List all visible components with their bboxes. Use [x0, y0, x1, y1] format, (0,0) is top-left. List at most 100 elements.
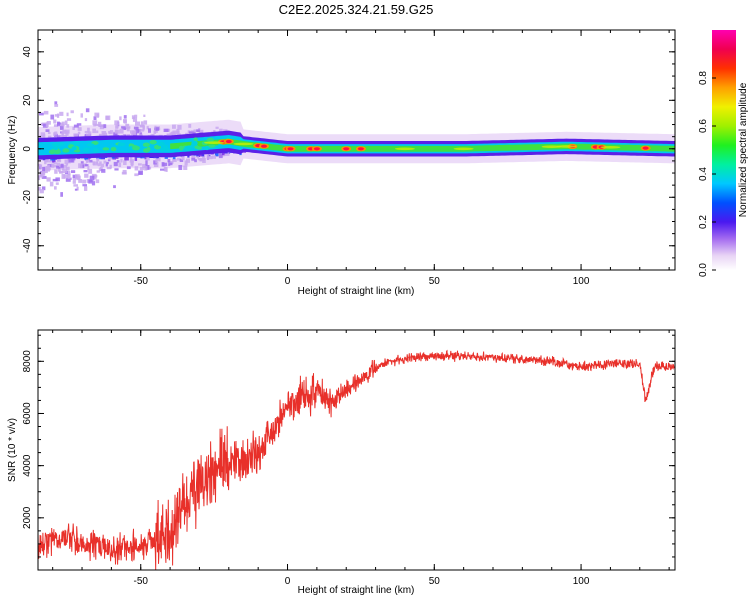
spectrogram-cell	[58, 122, 64, 126]
spectrogram-cell	[137, 129, 142, 132]
spectrogram-cell	[61, 131, 64, 135]
spectrogram-blob	[149, 140, 157, 145]
spectrogram-cell	[162, 162, 168, 166]
spectrogram-cell	[54, 169, 58, 174]
y-tick-label: 6000	[22, 402, 33, 425]
spectrogram-cell	[124, 155, 129, 161]
spectrogram-cell	[165, 167, 168, 172]
spectrogram-cell	[78, 179, 82, 183]
spectrogram-cell	[161, 162, 165, 167]
spectrogram-cell	[39, 112, 44, 116]
spectrogram-blob	[128, 146, 134, 151]
spectrogram-cell	[78, 163, 83, 168]
spectrogram-blob	[68, 150, 75, 154]
spectrogram-cell	[66, 166, 70, 171]
snr-x-axis-label: Height of straight line (km)	[298, 585, 415, 596]
spectrogram-cell	[62, 134, 67, 138]
spectrogram-patch	[233, 142, 254, 146]
spectrogram-cell	[48, 166, 51, 171]
spectrogram-cell	[84, 186, 88, 191]
colorbar-tick-label: 0.2	[698, 215, 709, 229]
spectrogram-cell	[135, 129, 140, 134]
spectrogram-cell	[92, 120, 98, 125]
spectrogram-cell	[54, 104, 59, 107]
spectrogram-cell	[163, 128, 169, 132]
spectrogram-cell	[84, 173, 89, 178]
spectrogram-cell	[109, 130, 114, 133]
spectrogram-cell	[80, 113, 83, 118]
spectrogram-cell	[98, 133, 103, 137]
spectrogram-cell	[52, 178, 58, 182]
colorbar: 0.0 0.2 0.4 0.6 0.8 Normalized spectral ampl…	[698, 30, 749, 277]
spectrogram-blob	[204, 145, 210, 151]
snr-y-axis-label: SNR (10 * v/v)	[7, 418, 18, 482]
spectrogram-cell	[130, 156, 133, 161]
spectrogram-cell	[51, 163, 55, 168]
spectrogram-cell	[41, 186, 46, 191]
spectrogram-cell	[186, 158, 190, 163]
spectrogram-cell	[153, 160, 157, 165]
colorbar-gradient	[712, 30, 736, 270]
spectrogram-cell	[176, 157, 181, 161]
spectrogram-cell	[143, 120, 148, 125]
spectrogram-cell	[54, 133, 58, 137]
spectrogram-cell	[146, 156, 150, 161]
spectrogram-cell	[208, 153, 211, 156]
colorbar-tick-label: 0.6	[698, 119, 709, 133]
spectrogram-cell	[57, 122, 61, 125]
spectrogram-blob	[51, 142, 60, 147]
spectrogram-cell	[113, 161, 118, 167]
spectrogram-cell	[193, 129, 199, 132]
spectrogram-cell	[191, 155, 196, 159]
spectrogram-hotspot-core	[261, 144, 267, 148]
spectrogram-x-axis-label: Height of straight line (km)	[298, 286, 415, 297]
spectrogram-cell	[105, 116, 109, 120]
spectrogram-cell	[126, 166, 131, 170]
spectrogram-cell	[178, 165, 183, 170]
spectrogram-cell	[89, 175, 95, 181]
spectrogram-cell	[191, 157, 196, 161]
spectrogram-cell	[52, 165, 58, 168]
spectrogram-blob	[194, 145, 200, 149]
spectrogram-cell	[172, 155, 176, 161]
y-tick-label: -20	[22, 190, 33, 205]
spectrogram-cell	[40, 171, 45, 177]
spectrogram-blob	[117, 142, 126, 147]
spectrogram-cell	[125, 123, 130, 127]
spectrogram-cell	[199, 158, 205, 162]
spectrogram-cell	[38, 186, 41, 191]
spectrogram-blob	[164, 147, 171, 152]
spectrogram-patch	[453, 147, 474, 151]
spectrogram-cell	[64, 120, 68, 126]
spectrogram-cell	[76, 186, 79, 191]
spectrogram-cell	[100, 124, 105, 127]
colorbar-tick-label: 0.0	[698, 263, 709, 277]
y-tick-label: -40	[22, 238, 33, 253]
spectrogram-cell	[122, 127, 127, 130]
spectrogram-cell	[44, 168, 48, 174]
spectrogram-cell	[38, 175, 41, 181]
spectrogram-cell	[63, 165, 68, 168]
spectrogram-cell	[64, 159, 69, 165]
spectrogram-cell	[188, 124, 192, 128]
spectrogram-cell	[67, 173, 71, 179]
spectrogram-cell	[41, 175, 47, 179]
spectrogram-blob	[52, 146, 59, 150]
spectrogram-cell	[199, 158, 202, 162]
spectrogram-cell	[116, 160, 120, 163]
spectrogram-cell	[68, 170, 71, 176]
spectrogram-cell	[177, 133, 181, 136]
spectrogram-cell	[53, 162, 58, 165]
x-tick-label: 100	[573, 576, 590, 587]
spectrogram-cell	[140, 121, 144, 125]
snr-frame	[37, 329, 676, 571]
spectrogram-cell	[100, 163, 105, 168]
spectrogram-cell	[62, 168, 68, 174]
spectrogram-cell	[160, 168, 165, 171]
spectrogram-cell	[218, 153, 223, 159]
spectrogram-cell	[119, 116, 122, 121]
spectrogram-cell	[123, 115, 127, 119]
spectrogram-cell	[105, 163, 108, 167]
spectrogram-blob	[58, 142, 65, 146]
spectrogram-cell	[64, 129, 70, 134]
